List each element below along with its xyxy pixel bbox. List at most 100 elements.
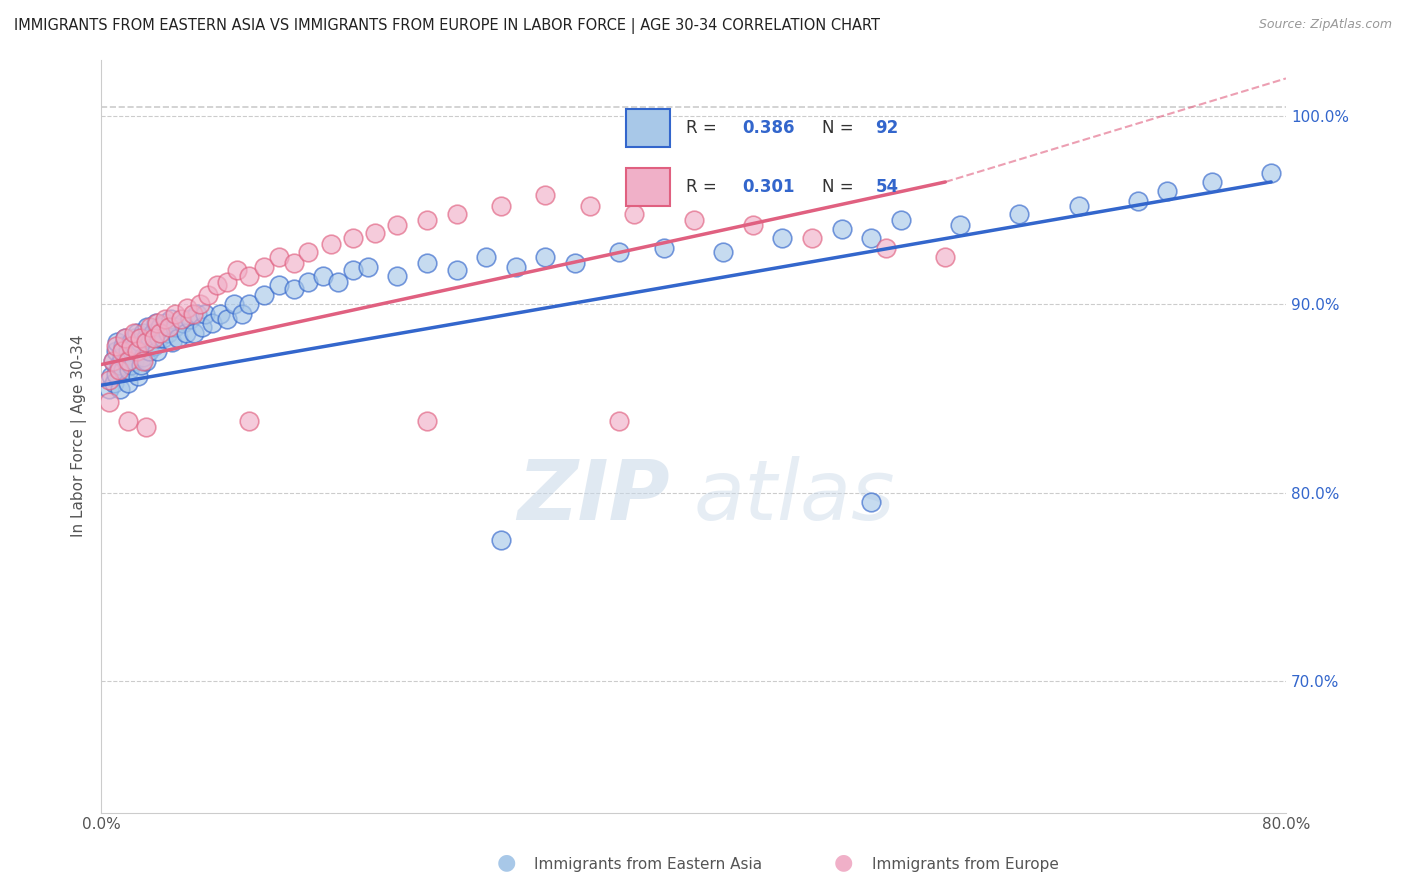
Point	[143, 331, 166, 345]
Point	[131, 326, 153, 340]
Point	[124, 339, 146, 353]
Point	[564, 256, 586, 270]
Point	[197, 288, 219, 302]
Point	[226, 263, 249, 277]
Point	[831, 222, 853, 236]
Point	[297, 244, 319, 259]
Point	[136, 319, 159, 334]
Point	[146, 316, 169, 330]
Point	[170, 312, 193, 326]
Point	[267, 278, 290, 293]
Point	[157, 319, 180, 334]
Point	[117, 344, 139, 359]
Point	[860, 495, 883, 509]
Point	[446, 207, 468, 221]
Point	[741, 219, 763, 233]
Point	[149, 319, 172, 334]
Point	[267, 250, 290, 264]
Point	[179, 312, 201, 326]
Point	[387, 268, 409, 283]
Point	[1156, 185, 1178, 199]
Point	[160, 334, 183, 349]
Point	[127, 344, 149, 359]
Point	[224, 297, 246, 311]
Point	[1260, 165, 1282, 179]
Point	[253, 260, 276, 274]
Point	[165, 319, 187, 334]
Point	[238, 268, 260, 283]
Point	[181, 307, 204, 321]
Point	[364, 226, 387, 240]
Point	[342, 263, 364, 277]
Point	[172, 316, 194, 330]
Point	[125, 326, 148, 340]
Point	[128, 334, 150, 349]
Point	[159, 312, 181, 326]
Point	[174, 326, 197, 340]
Point	[1201, 175, 1223, 189]
Point	[121, 344, 143, 359]
Point	[117, 376, 139, 391]
Point	[357, 260, 380, 274]
Point	[153, 312, 176, 326]
Point	[125, 344, 148, 359]
Point	[283, 256, 305, 270]
Point	[215, 275, 238, 289]
Point	[194, 307, 217, 321]
Point	[165, 307, 187, 321]
Point	[534, 188, 557, 202]
Point	[534, 250, 557, 264]
Point	[860, 231, 883, 245]
Point	[190, 297, 212, 311]
Text: ZIP: ZIP	[517, 456, 669, 537]
Point	[283, 282, 305, 296]
Point	[110, 382, 132, 396]
Point	[135, 334, 157, 349]
Point	[122, 353, 145, 368]
Point	[1126, 194, 1149, 208]
Point	[114, 331, 136, 345]
Point	[120, 334, 142, 349]
Point	[107, 334, 129, 349]
Point	[120, 339, 142, 353]
Point	[122, 326, 145, 340]
Point	[101, 353, 124, 368]
Point	[238, 297, 260, 311]
Point	[579, 199, 602, 213]
Point	[117, 353, 139, 368]
Point	[297, 275, 319, 289]
Point	[131, 353, 153, 368]
Point	[949, 219, 972, 233]
Point	[103, 376, 125, 391]
Point	[129, 358, 152, 372]
Point	[156, 326, 179, 340]
Point	[387, 219, 409, 233]
Point	[143, 339, 166, 353]
Point	[148, 331, 170, 345]
Point	[142, 326, 165, 340]
Point	[416, 212, 439, 227]
Text: Source: ZipAtlas.com: Source: ZipAtlas.com	[1258, 18, 1392, 31]
Point	[215, 312, 238, 326]
Point	[489, 533, 512, 547]
Point	[890, 212, 912, 227]
Point	[131, 350, 153, 364]
Point	[135, 331, 157, 345]
Point	[186, 307, 208, 321]
Point	[505, 260, 527, 274]
Point	[108, 358, 131, 372]
Point	[111, 350, 134, 364]
Point	[97, 395, 120, 409]
Point	[97, 382, 120, 396]
Point	[101, 353, 124, 368]
Point	[1008, 207, 1031, 221]
Point	[153, 316, 176, 330]
Point	[416, 414, 439, 428]
Point	[652, 241, 675, 255]
Point	[682, 212, 704, 227]
Point	[312, 268, 335, 283]
Point	[112, 363, 135, 377]
Point	[623, 207, 645, 221]
Point	[115, 353, 138, 368]
Point	[183, 326, 205, 340]
